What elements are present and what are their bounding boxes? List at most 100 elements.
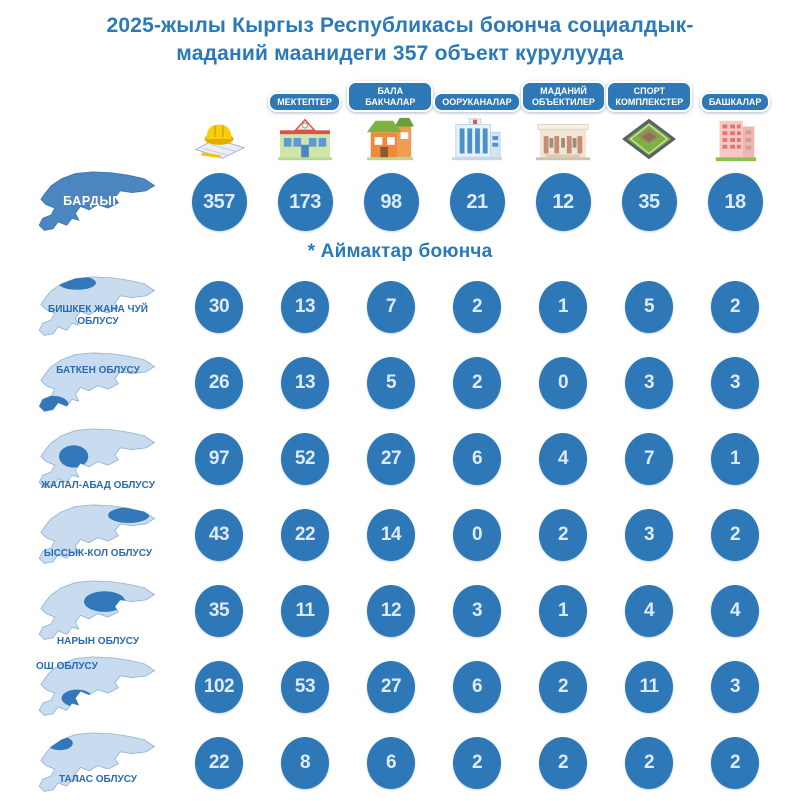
value-circle: 5 bbox=[625, 281, 673, 334]
value-number: 4 bbox=[557, 448, 569, 470]
region-cell: НАРЫН ОБЛУСУ bbox=[26, 573, 176, 649]
value-number: 12 bbox=[552, 190, 574, 213]
kyrgyzstan-map-icon bbox=[38, 580, 155, 641]
kindergarten-icon bbox=[367, 118, 415, 161]
value-number: 1 bbox=[557, 600, 569, 622]
kyrgyzstan-map-icon bbox=[38, 732, 155, 793]
value-number: 4 bbox=[643, 600, 655, 622]
value-circle: 4 bbox=[711, 585, 759, 638]
value-circle: 0 bbox=[453, 509, 501, 562]
value-circle: 2 bbox=[539, 737, 587, 790]
value-circle: 3 bbox=[711, 661, 759, 714]
column-badge: БАЛА БАКЧАЛАР bbox=[347, 81, 434, 113]
value-number: 3 bbox=[643, 524, 655, 546]
value-number: 8 bbox=[299, 752, 311, 774]
value-number: 2 bbox=[729, 524, 741, 546]
value-number: 2 bbox=[643, 752, 655, 774]
value-circle: 2 bbox=[453, 737, 501, 790]
value-circle: 12 bbox=[535, 173, 591, 232]
header-column-kindergartens: БАЛА БАКЧАЛАР bbox=[347, 71, 434, 165]
sport-icon bbox=[622, 119, 677, 160]
value-circle: 6 bbox=[453, 433, 501, 486]
kyrgyzstan-map-icon bbox=[38, 352, 155, 413]
value-number: 0 bbox=[557, 372, 569, 394]
value-number: 102 bbox=[203, 676, 235, 698]
value-number: 26 bbox=[208, 372, 230, 394]
value-number: 2 bbox=[471, 296, 483, 318]
value-number: 22 bbox=[294, 524, 316, 546]
region-cell: БАРДЫГЫ bbox=[26, 165, 176, 239]
value-circle: 357 bbox=[191, 173, 247, 232]
value-circle: 102 bbox=[195, 661, 243, 714]
value-circle: 22 bbox=[195, 737, 243, 790]
value-circle: 2 bbox=[539, 661, 587, 714]
header-column-sport: СПОРТ КОМПЛЕКСТЕР bbox=[606, 71, 693, 165]
value-number: 21 bbox=[466, 190, 488, 213]
region-rows-section: БИШКЕК ЖАНА ЧУЙ ОБЛУСУ 30 13 7 2 1 5 2 Б… bbox=[0, 269, 800, 801]
value-circle: 18 bbox=[707, 173, 763, 232]
region-cell: БИШКЕК ЖАНА ЧУЙ ОБЛУСУ bbox=[26, 269, 176, 345]
value-number: 3 bbox=[729, 372, 741, 394]
region-cell: ЫССЫК-КОЛ ОБЛУСУ bbox=[26, 497, 176, 573]
region-label: ЫССЫК-КОЛ ОБЛУСУ bbox=[43, 547, 153, 559]
value-number: 11 bbox=[639, 676, 659, 698]
region-label: БАТКЕН ОБЛУСУ bbox=[56, 365, 140, 377]
table-row: БАРДЫГЫ 357 173 98 21 12 35 18 bbox=[0, 165, 800, 235]
value-circle: 8 bbox=[281, 737, 329, 790]
value-circle: 27 bbox=[367, 661, 415, 714]
value-number: 2 bbox=[471, 372, 483, 394]
value-number: 11 bbox=[295, 600, 315, 622]
value-circle: 11 bbox=[625, 661, 673, 714]
value-number: 173 bbox=[289, 190, 321, 213]
value-number: 0 bbox=[471, 524, 483, 546]
region-label: ОШ ОБЛУСУ bbox=[36, 661, 98, 673]
kyrgyzstan-map-icon bbox=[38, 504, 155, 565]
column-badge: ООРУКАНАЛАР bbox=[433, 91, 521, 113]
region-cell: БАТКЕН ОБЛУСУ bbox=[26, 345, 176, 421]
value-number: 27 bbox=[380, 676, 402, 698]
value-circle: 2 bbox=[453, 357, 501, 410]
value-number: 35 bbox=[638, 190, 660, 213]
regions-subtitle: * Аймактар боюнча bbox=[307, 241, 493, 263]
construction-helmet-icon bbox=[194, 124, 246, 160]
value-number: 97 bbox=[208, 448, 230, 470]
value-circle: 30 bbox=[195, 281, 243, 334]
table-row: НАРЫН ОБЛУСУ 35 11 12 3 1 4 4 bbox=[0, 573, 800, 649]
value-number: 3 bbox=[471, 600, 483, 622]
header-total-column bbox=[176, 71, 262, 165]
value-number: 2 bbox=[557, 676, 569, 698]
value-circle: 1 bbox=[539, 585, 587, 638]
header-region-spacer bbox=[26, 71, 176, 165]
value-number: 3 bbox=[729, 676, 741, 698]
region-label: БИШКЕК ЖАНА ЧУЙ ОБЛУСУ bbox=[48, 304, 148, 327]
value-circle: 52 bbox=[281, 433, 329, 486]
value-circle: 2 bbox=[625, 737, 673, 790]
header-column-schools: МЕКТЕПТЕР bbox=[262, 71, 348, 165]
kyrgyzstan-map-icon bbox=[38, 428, 155, 489]
value-number: 13 bbox=[294, 296, 316, 318]
value-number: 6 bbox=[471, 676, 483, 698]
value-number: 43 bbox=[208, 524, 230, 546]
value-circle: 35 bbox=[621, 173, 677, 232]
value-circle: 4 bbox=[539, 433, 587, 486]
value-number: 53 bbox=[294, 676, 316, 698]
culture-icon bbox=[536, 124, 591, 161]
value-circle: 5 bbox=[367, 357, 415, 410]
value-number: 2 bbox=[557, 524, 569, 546]
value-circle: 2 bbox=[711, 281, 759, 334]
header-row: МЕКТЕПТЕР БАЛА БАКЧАЛАР bbox=[0, 71, 800, 165]
value-circle: 2 bbox=[539, 509, 587, 562]
value-circle: 4 bbox=[625, 585, 673, 638]
value-number: 1 bbox=[557, 296, 569, 318]
value-circle: 12 bbox=[367, 585, 415, 638]
column-badge: МАДАНИЙ ОБЪЕКТИЛЕР bbox=[520, 81, 607, 113]
value-circle: 3 bbox=[625, 357, 673, 410]
value-circle: 7 bbox=[367, 281, 415, 334]
value-number: 6 bbox=[471, 448, 483, 470]
value-circle: 26 bbox=[195, 357, 243, 410]
value-circle: 2 bbox=[711, 509, 759, 562]
table-row: ЫССЫК-КОЛ ОБЛУСУ 43 22 14 0 2 3 2 bbox=[0, 497, 800, 573]
value-circle: 7 bbox=[625, 433, 673, 486]
table-row: БАТКЕН ОБЛУСУ 26 13 5 2 0 3 3 bbox=[0, 345, 800, 421]
